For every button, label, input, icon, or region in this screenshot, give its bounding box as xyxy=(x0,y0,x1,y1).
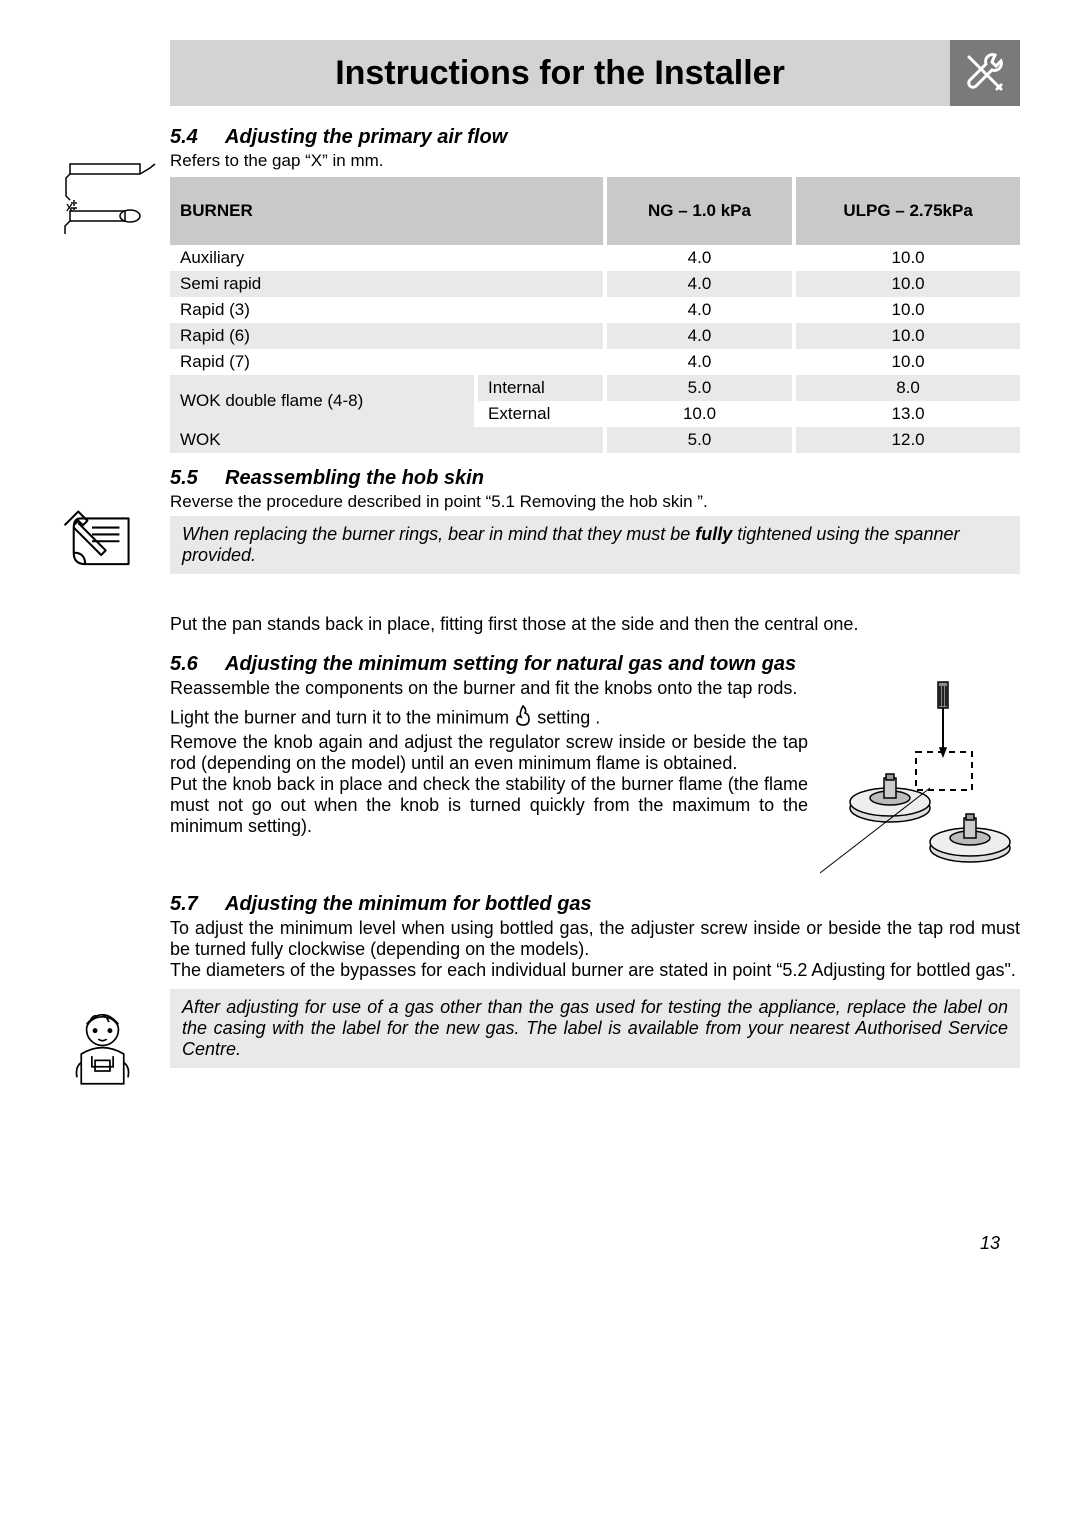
ulpg-value: 8.0 xyxy=(794,375,1020,401)
burner-name: Rapid (3) xyxy=(170,297,605,323)
ng-value: 5.0 xyxy=(605,427,794,453)
section-number: 5.7 xyxy=(170,893,225,916)
ng-value: 5.0 xyxy=(605,375,794,401)
table-header-ng: NG – 1.0 kPa xyxy=(605,177,794,245)
section-number: 5.5 xyxy=(170,467,225,490)
section-5-6-p1: Reassemble the components on the burner … xyxy=(170,678,808,699)
burner-name: Auxiliary xyxy=(170,245,605,271)
table-header-ulpg: ULPG – 2.75kPa xyxy=(794,177,1020,245)
section-number: 5.6 xyxy=(170,653,225,676)
section-5-5-heading: 5.5Reassembling the hob skin xyxy=(170,467,1020,490)
table-row: Rapid (3)4.010.0 xyxy=(170,297,1020,323)
ng-value: 4.0 xyxy=(605,245,794,271)
burner-name: WOK xyxy=(170,427,605,453)
table-row: Rapid (6)4.010.0 xyxy=(170,323,1020,349)
section-5-7-p2: The diameters of the bypasses for each i… xyxy=(170,960,1020,981)
p2-text: setting . xyxy=(537,707,600,727)
table-row: Semi rapid4.010.0 xyxy=(170,271,1020,297)
ulpg-value: 13.0 xyxy=(794,401,1020,427)
page-number: 13 xyxy=(60,1233,1020,1254)
technician-icon xyxy=(60,1003,160,1093)
burner-name: Rapid (7) xyxy=(170,349,605,375)
ulpg-value: 10.0 xyxy=(794,271,1020,297)
ng-value: 4.0 xyxy=(605,271,794,297)
burner-name: Semi rapid xyxy=(170,271,605,297)
table-row: Auxiliary4.010.0 xyxy=(170,245,1020,271)
section-5-6-p4: Put the knob back in place and check the… xyxy=(170,774,808,837)
table-header-burner: BURNER xyxy=(170,177,605,245)
ulpg-value: 10.0 xyxy=(794,245,1020,271)
section-5-4-caption: Refers to the gap “X” in mm. xyxy=(170,151,1020,171)
ulpg-value: 10.0 xyxy=(794,323,1020,349)
table-row: Rapid (7)4.010.0 xyxy=(170,349,1020,375)
burner-name: Rapid (6) xyxy=(170,323,605,349)
ng-value: 4.0 xyxy=(605,349,794,375)
section-5-6-p2: Light the burner and turn it to the mini… xyxy=(170,705,808,732)
screwdriver-diagram xyxy=(820,678,1020,883)
note-text: When replacing the burner rings, bear in… xyxy=(182,524,695,544)
note-bold: fully xyxy=(695,524,732,544)
section-5-5-note: When replacing the burner rings, bear in… xyxy=(170,516,1020,574)
burner-name: WOK double flame (4-8) xyxy=(170,375,476,427)
airflow-diagram: X xyxy=(60,156,160,251)
section-5-5-line2: Put the pan stands back in place, fittin… xyxy=(170,614,1020,635)
p2-text: Light the burner and turn it to the mini… xyxy=(170,707,514,727)
notepad-icon xyxy=(60,507,160,581)
section-5-7-p1: To adjust the minimum level when using b… xyxy=(170,918,1020,960)
section-number: 5.4 xyxy=(170,126,225,149)
burner-table: BURNER NG – 1.0 kPa ULPG – 2.75kPa Auxil… xyxy=(170,177,1020,453)
section-5-6-p3: Remove the knob again and adjust the reg… xyxy=(170,732,808,774)
burner-sub: External xyxy=(476,401,605,427)
section-title: Adjusting the primary air flow xyxy=(225,126,507,148)
section-5-4-heading: 5.4Adjusting the primary air flow xyxy=(170,126,1020,149)
section-title: Adjusting the minimum for bottled gas xyxy=(225,893,592,915)
table-row: WOK5.012.0 xyxy=(170,427,1020,453)
ulpg-value: 12.0 xyxy=(794,427,1020,453)
section-title: Reassembling the hob skin xyxy=(225,467,484,489)
table-row: WOK double flame (4-8)Internal5.08.0 xyxy=(170,375,1020,401)
page-header: Instructions for the Installer xyxy=(170,40,1020,106)
ng-value: 4.0 xyxy=(605,297,794,323)
header-title: Instructions for the Installer xyxy=(170,54,950,93)
ng-value: 10.0 xyxy=(605,401,794,427)
tools-icon xyxy=(950,40,1020,106)
ng-value: 4.0 xyxy=(605,323,794,349)
section-5-6-heading: 5.6Adjusting the minimum setting for nat… xyxy=(170,653,1020,676)
section-5-7-heading: 5.7Adjusting the minimum for bottled gas xyxy=(170,893,1020,916)
section-title: Adjusting the minimum setting for natura… xyxy=(225,653,796,675)
burner-sub: Internal xyxy=(476,375,605,401)
flame-icon xyxy=(514,705,532,732)
section-5-5-line1: Reverse the procedure described in point… xyxy=(170,492,1020,512)
section-5-7-note: After adjusting for use of a gas other t… xyxy=(170,989,1020,1068)
ulpg-value: 10.0 xyxy=(794,297,1020,323)
ulpg-value: 10.0 xyxy=(794,349,1020,375)
